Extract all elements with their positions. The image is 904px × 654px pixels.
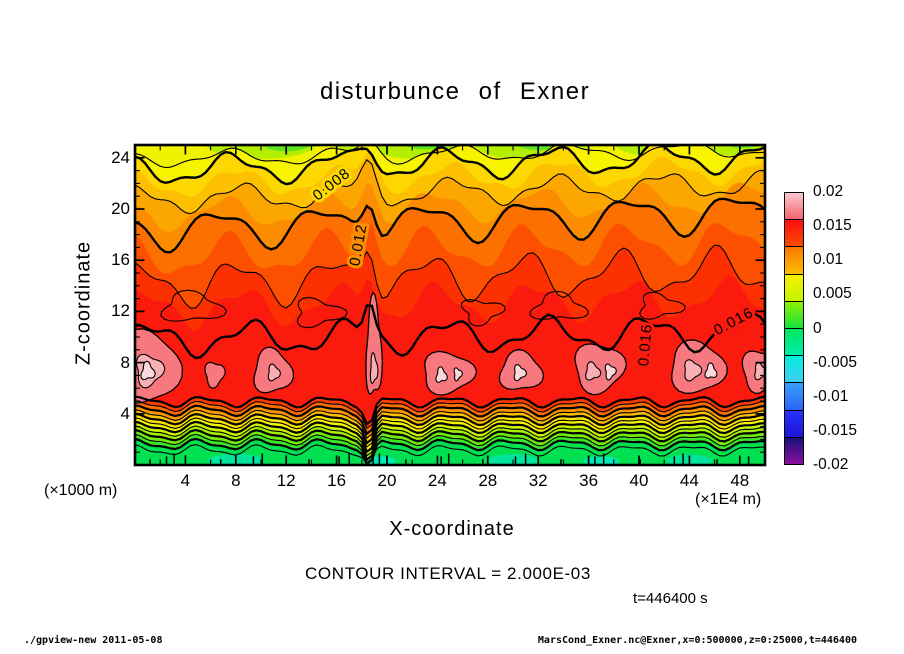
- time-label: t=446400 s: [633, 590, 708, 607]
- colorbar-box: [785, 246, 803, 274]
- x-tick-label: 8: [231, 471, 241, 490]
- contour-interval-label: CONTOUR INTERVAL = 2.000E-03: [305, 564, 591, 583]
- colorbar-tick-label: -0.015: [813, 421, 857, 439]
- y-tick-label: 12: [111, 301, 130, 321]
- x-tick-label: 32: [528, 471, 548, 490]
- chart-title: disturbunce of Exner: [319, 78, 591, 105]
- y-tick-label: 4: [120, 403, 130, 423]
- colorbar-tick-label: 0.015: [813, 217, 852, 235]
- x-tick-label: 4: [180, 471, 191, 490]
- colorbar-box: [785, 193, 803, 220]
- y-tick-label: 24: [111, 147, 130, 167]
- x-tick-label: 48: [730, 471, 750, 490]
- x-tick-label: 12: [276, 471, 296, 490]
- x-axis-unit: (×1E4 m): [695, 491, 762, 508]
- y-tick-label: 20: [111, 199, 130, 218]
- colorbar-tick-label: 0: [813, 319, 822, 337]
- footer-program-date: ./gpview-new 2011-05-08: [24, 635, 163, 646]
- colorbar-box: [785, 273, 803, 301]
- colorbar-tick-label: 0.02: [813, 183, 844, 200]
- x-tick-label: 16: [327, 471, 347, 490]
- x-tick-label: 20: [377, 471, 397, 490]
- x-tick-label: 44: [679, 471, 699, 490]
- colorbar-box: [785, 328, 803, 356]
- colorbar-box: [785, 436, 803, 465]
- colorbar-box: [785, 382, 803, 410]
- colorbar-tick-label: -0.01: [813, 387, 849, 405]
- x-tick-label: 28: [478, 471, 498, 490]
- colorbar-box: [785, 300, 803, 329]
- x-tick-label: 24: [427, 471, 447, 490]
- colorbar-box: [785, 409, 803, 437]
- colorbar-tick-label: 0.005: [813, 285, 852, 303]
- colorbar-tick-label: 0.01: [813, 251, 844, 269]
- colorbar-box: [785, 355, 803, 383]
- colorbar: [784, 192, 804, 465]
- y-tick-label: 8: [120, 352, 130, 372]
- y-axis-unit: (×1000 m): [44, 482, 118, 499]
- colorbar-box: [785, 219, 803, 247]
- x-tick-label: 36: [579, 471, 599, 490]
- x-axis-title: X-coordinate: [389, 518, 515, 540]
- y-tick-label: 16: [111, 250, 130, 270]
- x-tick-label: 40: [629, 471, 649, 490]
- colorbar-tick-label: -0.005: [813, 353, 857, 371]
- colorbar-tick-label: -0.02: [813, 456, 849, 473]
- footer-dataset-info: MarsCond_Exner.nc@Exner,x=0:500000,z=0:2…: [537, 635, 857, 646]
